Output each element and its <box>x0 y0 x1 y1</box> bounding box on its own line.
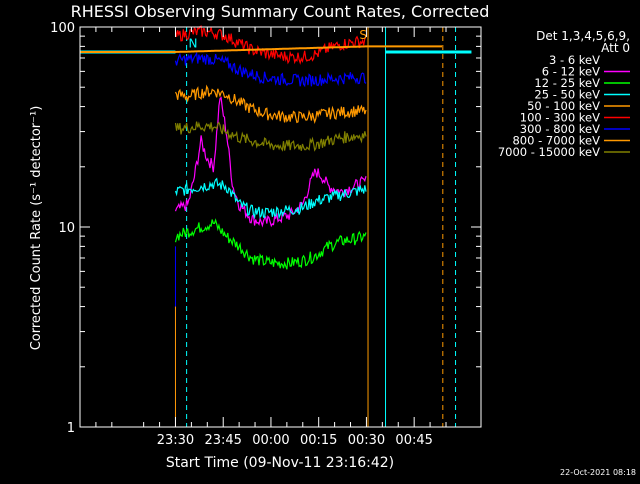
x-tick-label: 23:30 <box>157 433 194 448</box>
series-line-800-7000-kev <box>80 45 442 53</box>
legend-label: 800 - 7000 keV <box>512 134 600 148</box>
legend-header-attenuator: Att 0 <box>601 41 630 55</box>
series-line-7000-15000-kev <box>174 121 367 152</box>
series-line-3-6-kev <box>175 117 367 187</box>
y-tick-label: 100 <box>50 21 75 36</box>
footer-timestamp: 22-Oct-2021 08:18 <box>560 468 636 477</box>
legend-header-detectors: Det 1,3,4,5,6,9, <box>536 29 630 43</box>
annotation-label: S <box>359 28 367 42</box>
legend-label: 12 - 25 keV <box>534 76 600 90</box>
legend-label: 7000 - 15000 keV <box>498 145 600 159</box>
y-axis-label: Corrected Count Rate (s⁻¹ detector⁻¹) <box>29 106 44 351</box>
legend-label: 3 - 6 keV <box>549 53 600 67</box>
y-tick-label: 1 <box>67 421 75 436</box>
series-line-6-12-kev <box>174 96 367 228</box>
x-tick-label: 00:45 <box>395 433 432 448</box>
series-line-300-800-kev <box>174 51 367 88</box>
series-line-25-50-kev <box>174 177 367 220</box>
legend-label: 6 - 12 keV <box>542 65 600 79</box>
legend-label: 100 - 300 keV <box>520 111 600 125</box>
legend-label: 25 - 50 keV <box>534 88 600 102</box>
plot-area: NS <box>79 25 472 427</box>
chart-title: RHESSI Observing Summary Count Rates, Co… <box>71 2 490 21</box>
x-tick-label: 00:30 <box>348 433 385 448</box>
x-tick-label: 23:45 <box>204 433 241 448</box>
x-tick-label: 00:15 <box>300 433 337 448</box>
x-axis-label: Start Time (09-Nov-11 23:16:42) <box>166 455 394 471</box>
series-line-12-25-kev <box>174 218 367 270</box>
x-tick-label: 00:00 <box>252 433 289 448</box>
series-line-50-100-kev <box>174 84 367 124</box>
legend-label: 50 - 100 keV <box>527 99 600 113</box>
annotation-label: N <box>188 36 197 50</box>
legend-label: 300 - 800 keV <box>520 122 600 136</box>
series-line-100-300-kev <box>174 25 367 65</box>
y-tick-label: 10 <box>58 221 75 236</box>
axes: 1 10 100 23:30 23:45 00:00 00:15 00:30 00:45 <box>50 21 482 448</box>
